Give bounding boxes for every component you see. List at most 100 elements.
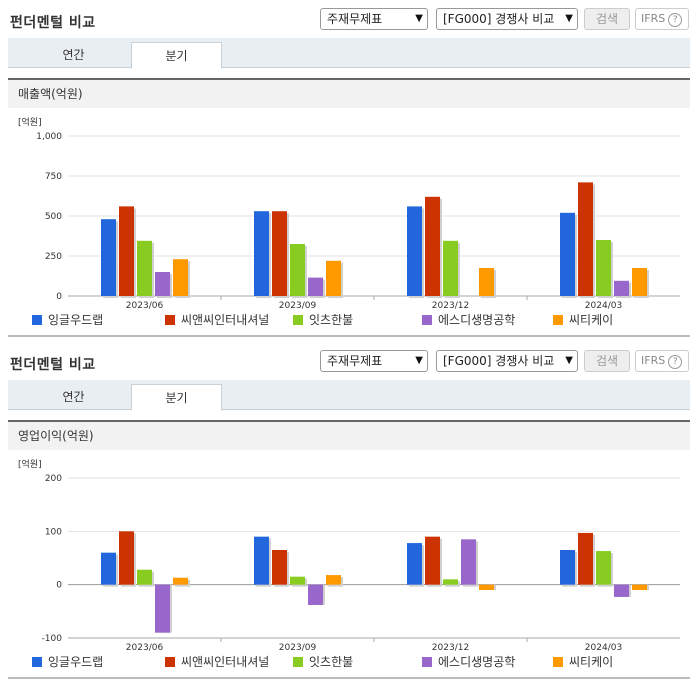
bar-잉글우드랩 [254,536,269,585]
bar-에스디생명공학 [308,584,323,605]
bar-씨앤씨인터내셔널 [578,532,593,585]
y-tick-label: 250 [45,252,62,262]
bar-잇츠한불 [596,551,611,585]
help-icon: ? [668,13,683,27]
y-unit-label: [억원] [18,458,42,470]
bar-에스디생명공학 [155,584,170,633]
statement-select-value: 주재무제표 [327,354,383,368]
bar-잉글우드랩 [407,543,422,585]
tab-annual[interactable]: 연간 [62,390,85,404]
legend-item[interactable]: 잇츠한불 [293,312,353,328]
statement-select[interactable]: 주재무제표 ▼ [320,350,428,372]
bar-잇츠한불 [137,240,152,296]
operating-profit-chart: [억원] -100 0 100 200 2023/06 2023/09 2023/12 2024… [18,458,680,652]
bar-씨티케이 [632,584,647,590]
bar-씨티케이 [326,575,341,585]
legend-item[interactable]: 씨티케이 [553,654,613,670]
bar-잉글우드랩 [101,219,116,296]
x-tick-label: 2023/09 [279,301,317,310]
statement-select[interactable]: 주재무제표 ▼ [320,8,428,30]
bar-씨티케이 [479,268,494,296]
y-tick-label: -100 [42,634,63,644]
bar-씨앤씨인터내셔널 [119,206,134,296]
bar-씨앤씨인터내셔널 [119,531,134,585]
bar-잇츠한불 [443,579,458,585]
peer-select[interactable]: [FG000] 경쟁사 비교 ▼ [436,350,578,372]
legend-swatch [293,657,303,667]
tab-quarterly[interactable]: 분기 [131,384,222,411]
legend-item[interactable]: 씨앤씨인터내셔널 [165,654,269,670]
legend-swatch [422,315,432,325]
y-tick-label: 0 [56,581,62,591]
bar-에스디생명공학 [155,272,170,296]
legend-item[interactable]: 잉글우드랩 [32,654,103,670]
legend-label: 잇츠한불 [309,313,354,327]
legend-item[interactable]: 씨앤씨인터내셔널 [165,312,269,328]
y-tick-label: 1,000 [36,132,62,142]
legend-label: 에스디생명공학 [438,313,516,327]
bar-씨티케이 [326,260,341,296]
help-icon: ? [668,355,683,369]
peer-select[interactable]: [FG000] 경쟁사 비교 ▼ [436,8,578,30]
search-button[interactable]: 검색 [584,350,630,372]
period-tabs: 연간 분기 [8,38,690,69]
divider [8,335,690,337]
ifrs-button[interactable]: IFRS? [635,8,689,30]
y-tick-label: 750 [45,172,62,182]
bar-잉글우드랩 [560,550,575,585]
legend-item[interactable]: 에스디생명공학 [422,654,515,670]
legend-swatch [165,657,175,667]
chevron-down-icon: ▼ [565,355,573,366]
legend-label: 씨앤씨인터내셔널 [181,313,270,327]
y-tick-label: 500 [45,212,62,222]
ifrs-button[interactable]: IFRS? [635,350,689,372]
chart-legend: 잉글우드랩 씨앤씨인터내셔널 잇츠한불 에스디생명공학 씨티케이 [0,312,696,332]
legend-swatch [293,315,303,325]
bar-잉글우드랩 [101,552,116,585]
bar-씨티케이 [479,584,494,590]
y-tick-label: 0 [56,292,62,302]
legend-swatch [165,315,175,325]
legend-swatch [422,657,432,667]
bar-에스디생명공학 [461,539,476,585]
tab-annual[interactable]: 연간 [62,48,85,62]
bar-에스디생명공학 [614,584,629,597]
legend-item[interactable]: 잉글우드랩 [32,312,103,328]
bar-씨앤씨인터내셔널 [425,536,440,585]
legend-label: 잉글우드랩 [48,655,104,669]
chart-title: 영업이익(억원) [8,420,690,450]
x-tick-label: 2023/09 [279,643,317,652]
legend-item[interactable]: 잇츠한불 [293,654,353,670]
legend-label: 씨티케이 [569,313,614,327]
bar-잇츠한불 [443,240,458,296]
y-tick-label: 100 [45,527,62,537]
bar-에스디생명공학 [614,280,629,296]
period-tabs: 연간 분기 [8,380,690,411]
bar-잉글우드랩 [407,206,422,296]
bar-잉글우드랩 [560,212,575,296]
bar-잉글우드랩 [254,211,269,296]
bar-씨티케이 [173,259,188,296]
bar-씨티케이 [173,577,188,585]
ifrs-label: IFRS [641,354,666,367]
legend-swatch [553,657,563,667]
bar-씨앤씨인터내셔널 [272,550,287,585]
search-button[interactable]: 검색 [584,8,630,30]
x-tick-label: 2023/06 [126,643,164,652]
legend-label: 잇츠한불 [309,655,354,669]
tab-quarterly[interactable]: 분기 [131,42,222,69]
legend-item[interactable]: 씨티케이 [553,312,613,328]
legend-item[interactable]: 에스디생명공학 [422,312,515,328]
bar-씨앤씨인터내셔널 [272,211,287,296]
legend-label: 씨앤씨인터내셔널 [181,655,270,669]
x-tick-label: 2023/12 [432,301,469,310]
bar-잇츠한불 [596,240,611,296]
panel-title: 펀더멘털 비교 [10,357,96,373]
chevron-down-icon: ▼ [565,13,573,24]
x-tick-label: 2024/03 [585,301,622,310]
x-tick-label: 2024/03 [585,643,622,652]
y-unit-label: [억원] [18,116,42,128]
bar-잇츠한불 [290,576,305,585]
legend-swatch [32,657,42,667]
chart-title: 매출액(억원) [8,78,690,108]
